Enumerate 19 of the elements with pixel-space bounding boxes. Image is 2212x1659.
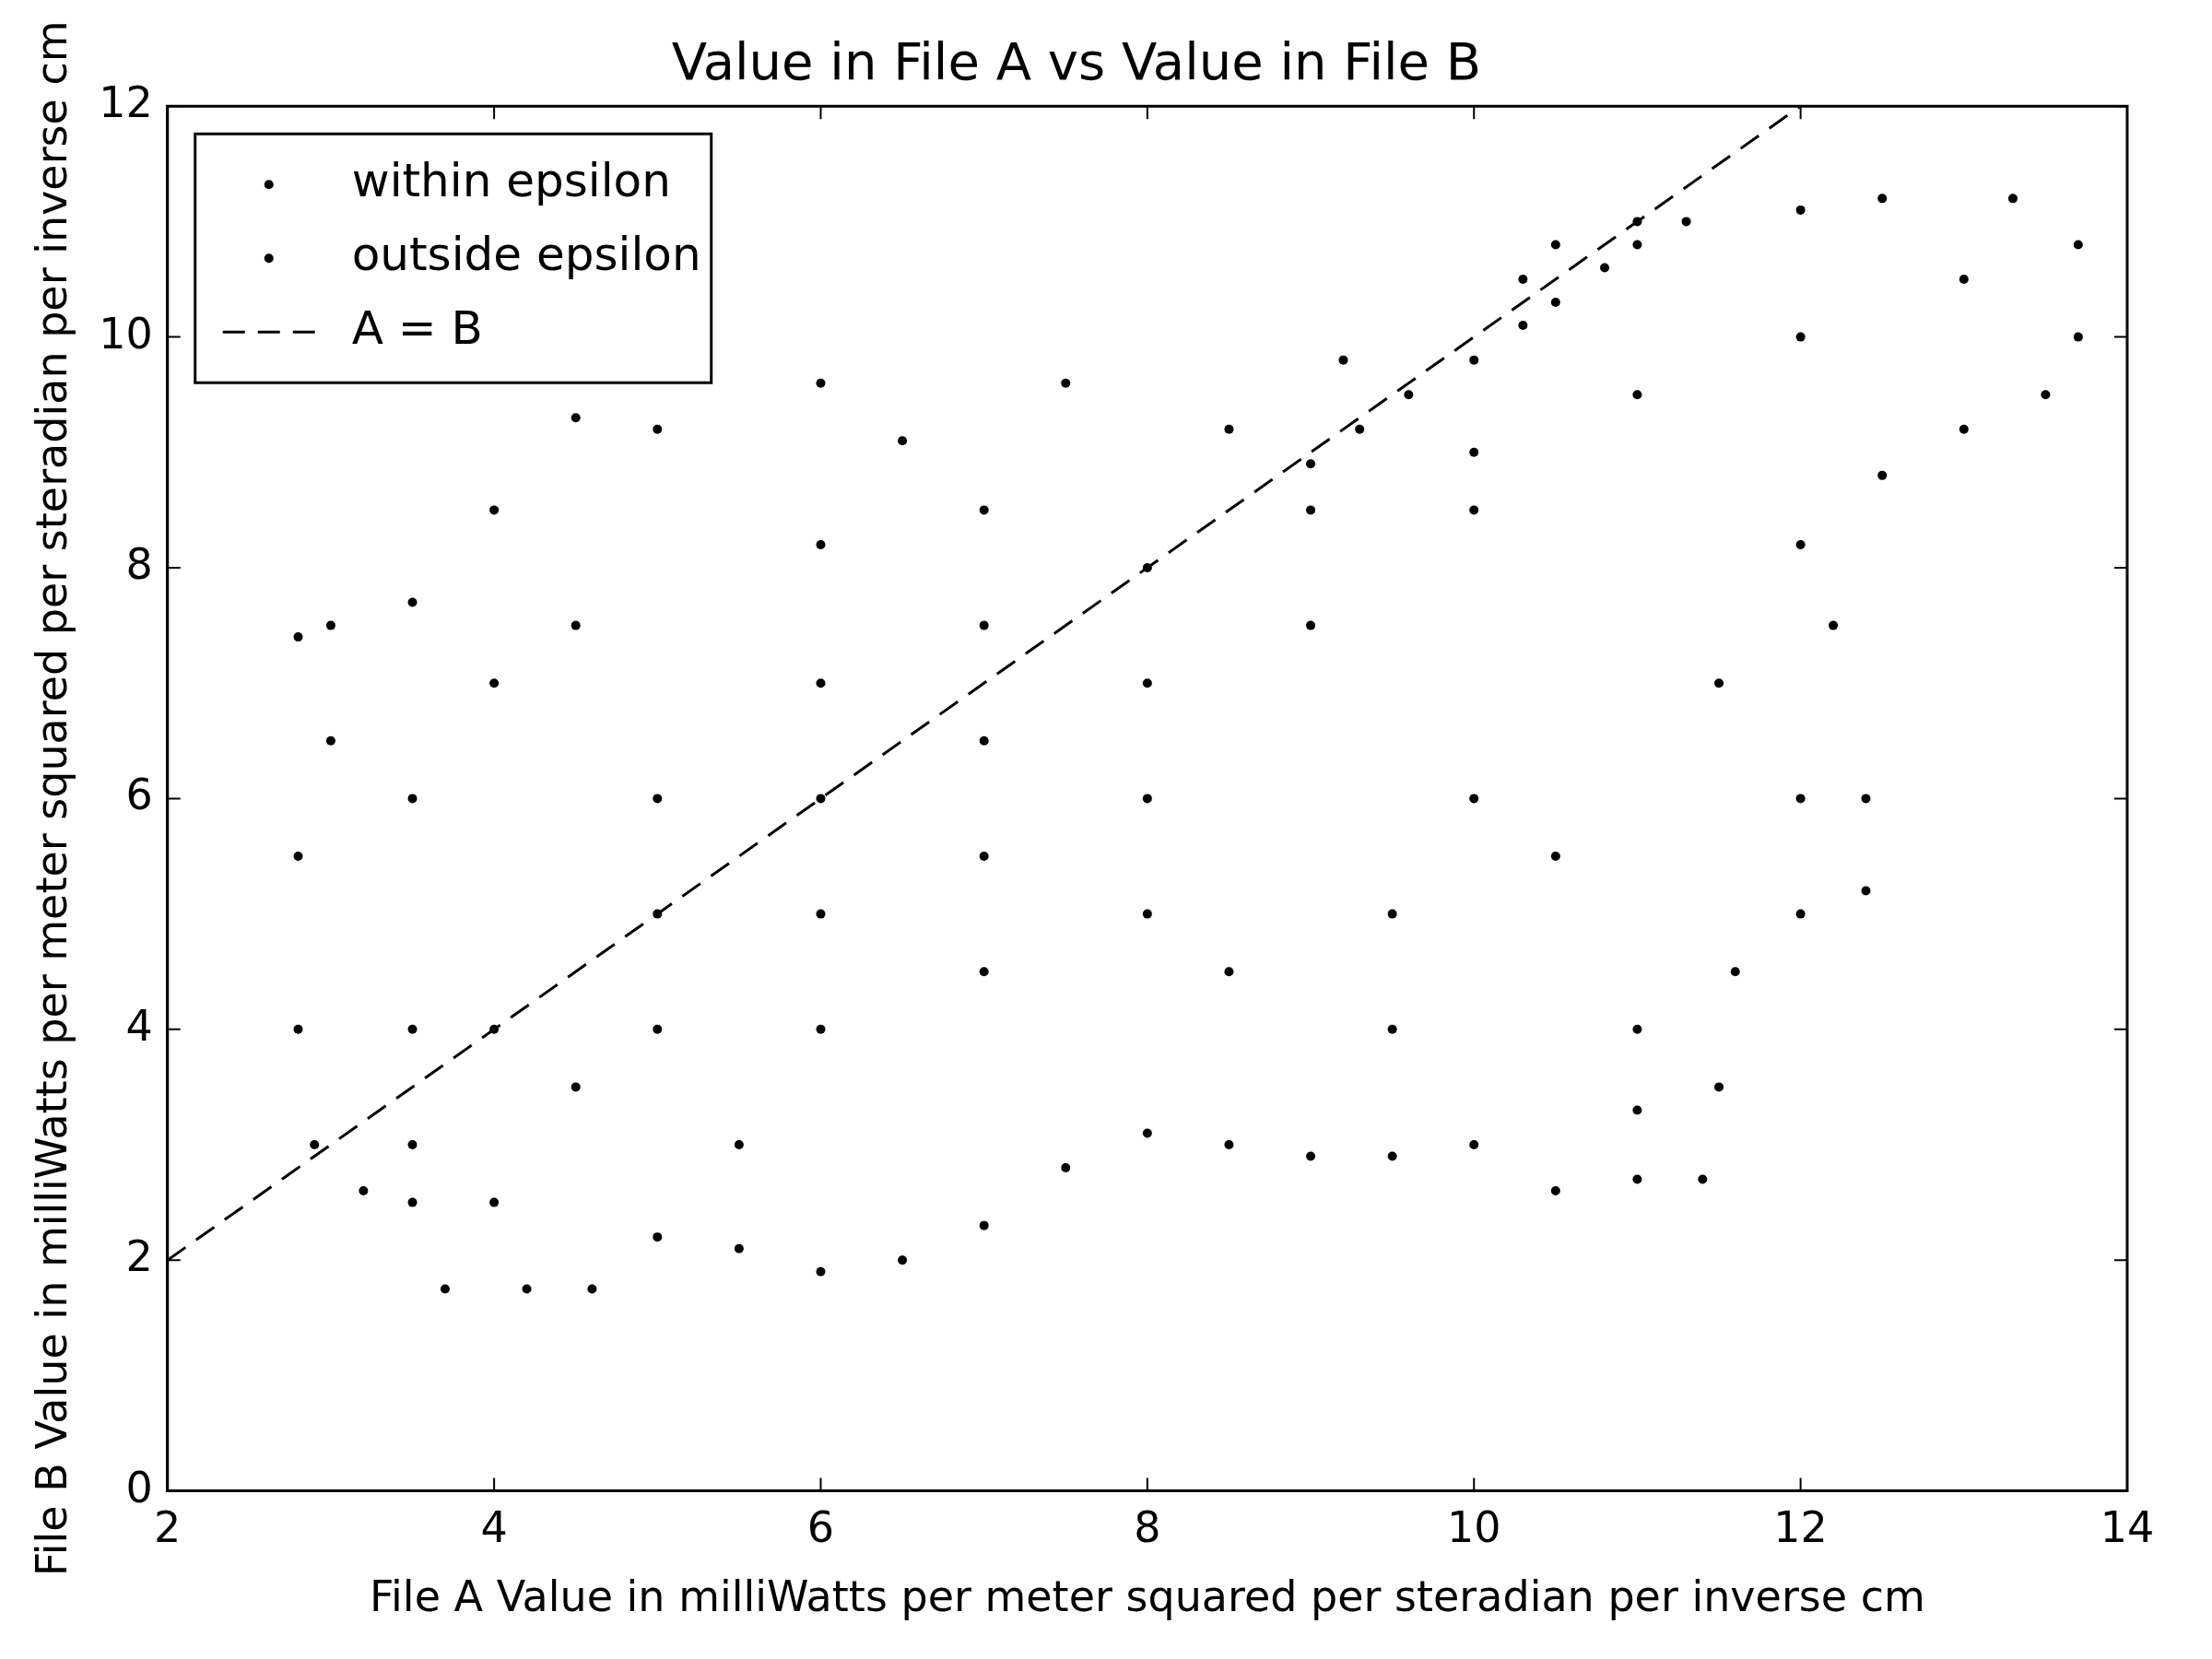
legend-label: within epsilon	[351, 154, 671, 208]
x-tick-label: 4	[480, 1502, 508, 1553]
x-tick-label: 8	[1134, 1502, 1161, 1553]
y-tick-label: 4	[125, 1000, 153, 1051]
x-axis-title: File A Value in milliWatts per meter squared per steradian per inverse cm	[369, 1571, 1925, 1622]
y-tick-label: 2	[125, 1231, 153, 1282]
y-tick-label: 8	[125, 538, 153, 589]
y-tick-label: 10	[99, 308, 153, 359]
legend-label: outside epsilon	[351, 228, 701, 282]
x-tick-label: 6	[806, 1502, 835, 1553]
y-tick-label: 6	[125, 770, 153, 820]
legend-label: A = B	[351, 301, 483, 356]
chart-title: Value in File A vs Value in File B	[671, 31, 1482, 92]
y-tick-label: 12	[99, 77, 153, 128]
y-tick-label: 0	[125, 1462, 153, 1512]
x-tick-label: 12	[1773, 1502, 1828, 1553]
x-tick-label: 10	[1446, 1502, 1501, 1553]
y-axis-title: File B Value in milliWatts per meter squared per steradian per inverse cm	[26, 20, 76, 1577]
x-tick-label: 14	[2100, 1502, 2155, 1553]
